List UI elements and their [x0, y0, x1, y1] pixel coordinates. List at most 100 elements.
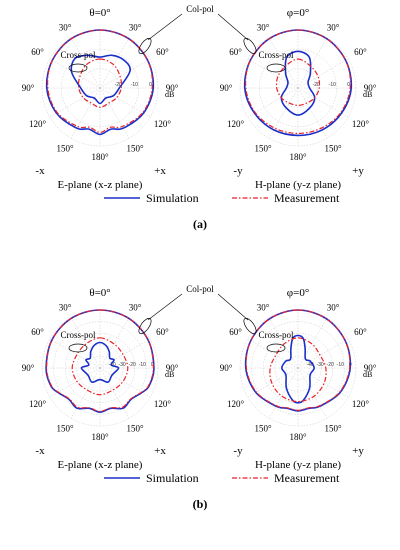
panel-caption: (b): [193, 497, 208, 511]
grid-spoke: [268, 37, 299, 89]
db-unit-label: dB: [165, 370, 174, 379]
db-tick-label: -40: [306, 362, 313, 368]
angle-label: 120°: [154, 119, 172, 129]
col-pol-marker: [243, 37, 257, 55]
axis-direction-left: -y: [233, 445, 243, 457]
angle-label: 120°: [352, 399, 370, 409]
axis-direction-right: +y: [352, 165, 364, 177]
grid-spoke: [297, 58, 349, 89]
cross-pol-annotation: Cross-pol: [258, 330, 294, 340]
grid-circle: [61, 49, 139, 127]
series-measurement-col-pol-line: [244, 29, 352, 135]
angle-label: 60°: [229, 47, 242, 57]
angle-label: 60°: [31, 47, 44, 57]
series-measurement-col-pol-line: [46, 29, 154, 134]
angle-label: 120°: [29, 399, 47, 409]
angle-label: 60°: [354, 327, 367, 337]
angle-label: 120°: [29, 119, 47, 129]
db-tick-label: -30: [118, 362, 125, 368]
angle-label: 90°: [166, 83, 179, 93]
angle-label: 30°: [129, 22, 142, 32]
grid-circle: [64, 332, 136, 404]
db-tick-label: -10: [139, 362, 146, 368]
grid-spoke: [297, 367, 328, 419]
polar-plot-a-h-plane: -20 -10 0 dB 30° 30° 60° 60° 90° 90° 120° 120° 150° 1…: [220, 7, 377, 191]
grid-circle: [286, 356, 310, 380]
series-measurement-cross-pol-line: [71, 337, 129, 396]
db-tick-label: 0: [347, 82, 350, 88]
plot-top-label: θ=0°: [89, 287, 110, 299]
cross-pol-annotation: Cross-pol: [60, 50, 96, 60]
axis-direction-right: +x: [154, 165, 166, 177]
col-pol-annotation: Col-pol: [186, 4, 214, 14]
cross-pol-marker: [68, 343, 88, 353]
axis-direction-right: +y: [352, 445, 364, 457]
angle-label: 60°: [31, 327, 44, 337]
series-simulation-cross-pol-line: [280, 50, 316, 116]
angle-label: 90°: [220, 83, 233, 93]
series-measurement-col-pol-line: [45, 309, 155, 413]
db-unit-label: dB: [165, 90, 174, 99]
col-pol-leader-line: [147, 13, 183, 41]
angle-label: 120°: [154, 399, 172, 409]
plane-label: H-plane (y-z plane): [255, 179, 341, 191]
db-tick-label: -20: [313, 82, 320, 88]
grid-spoke: [297, 317, 328, 369]
angle-label: 90°: [364, 83, 377, 93]
db-tick-label: -10: [329, 82, 336, 88]
series-measurement-cross-pol-line: [269, 337, 327, 403]
angle-label: 180°: [289, 152, 307, 162]
grid-spoke: [49, 87, 101, 118]
plane-label: E-plane (x-z plane): [58, 179, 143, 191]
grid-spoke: [99, 87, 151, 118]
angle-label: 120°: [227, 399, 245, 409]
series-simulation-cross-pol-line: [70, 54, 131, 105]
axis-direction-right: +x: [154, 445, 166, 457]
angle-label: 150°: [126, 144, 144, 154]
db-unit-label: dB: [363, 90, 372, 99]
angle-label: 150°: [126, 424, 144, 434]
cross-pol-marker: [68, 63, 88, 73]
angle-label: 60°: [354, 47, 367, 57]
grid-circle: [259, 49, 337, 127]
grid-spoke: [99, 87, 130, 139]
grid-circle: [274, 344, 322, 392]
grid-spoke: [297, 338, 349, 369]
db-tick-label: 0: [149, 82, 152, 88]
angle-label: 180°: [91, 432, 109, 442]
db-tick-label: -10: [131, 82, 138, 88]
angle-label: 30°: [257, 22, 270, 32]
legend-measurement-label: Measurement: [274, 471, 340, 485]
grid-spoke: [268, 317, 299, 369]
grid-spoke: [99, 317, 130, 369]
grid-spoke: [70, 87, 101, 139]
angle-label: 30°: [257, 302, 270, 312]
grid-spoke: [99, 338, 151, 369]
plot-top-label: φ=0°: [287, 7, 309, 19]
angle-label: 150°: [254, 144, 272, 154]
col-pol-leader-line: [217, 293, 249, 321]
db-tick-label: -20: [327, 362, 334, 368]
grid-spoke: [70, 37, 101, 89]
plane-label: H-plane (y-z plane): [255, 459, 341, 471]
axis-direction-left: -x: [35, 165, 45, 177]
angle-label: 90°: [220, 363, 233, 373]
angle-label: 60°: [156, 327, 169, 337]
panel-caption: (a): [193, 217, 207, 231]
angle-label: 120°: [352, 119, 370, 129]
angle-label: 90°: [22, 363, 35, 373]
series-measurement-col-pol-line: [245, 309, 351, 411]
panel-a: -20 -10 0 dB 30° 30° 60° 60° 90° 90° 120° 120° 150° 1…: [22, 4, 377, 231]
angle-label: 60°: [156, 47, 169, 57]
angle-label: 150°: [56, 424, 74, 434]
db-unit-label: dB: [363, 370, 372, 379]
plot-top-label: φ=0°: [287, 287, 309, 299]
series-measurement-cross-pol-line: [77, 58, 123, 108]
db-tick-label: 0: [151, 362, 154, 368]
angle-label: 90°: [166, 363, 179, 373]
angle-label: 150°: [324, 144, 342, 154]
angle-label: 90°: [364, 363, 377, 373]
grid-spoke: [247, 338, 299, 369]
